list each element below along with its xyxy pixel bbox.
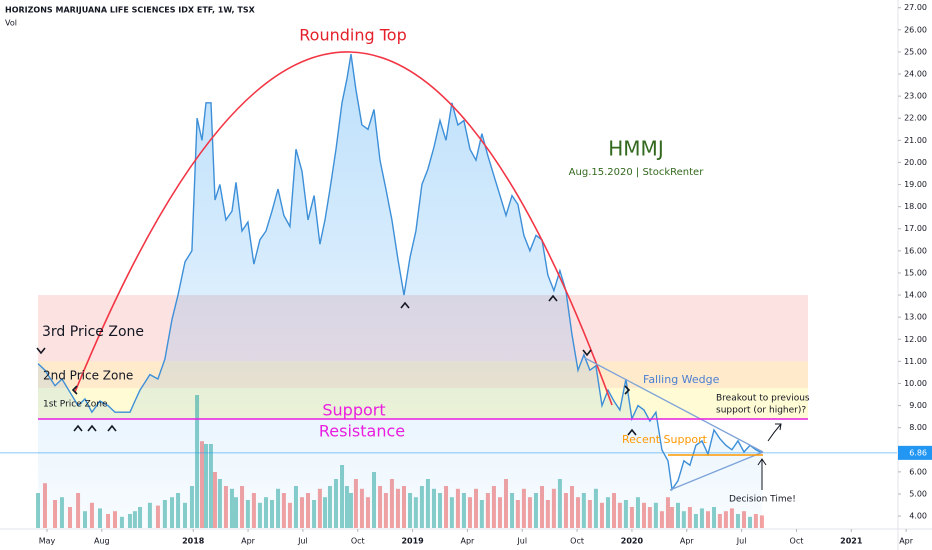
zone-label: 1st Price Zone	[43, 400, 108, 410]
x-tick-label: 2021	[840, 537, 863, 546]
y-tick-label: 8.00	[909, 423, 927, 432]
annotation: Rounding Top	[299, 26, 406, 45]
chevron	[87, 424, 97, 432]
drawings	[36, 51, 782, 491]
y-tick-label: 25.00	[904, 47, 927, 56]
wedge-lower	[669, 451, 764, 491]
annotation: Support	[322, 401, 385, 420]
x-tick-label: 2018	[182, 537, 205, 546]
x-tick-label: Apr	[680, 537, 695, 546]
y-tick-label: 15.00	[904, 268, 927, 277]
x-tick-label: 2020	[621, 537, 644, 546]
price-area	[38, 54, 762, 528]
annotation: Decision Time!	[729, 495, 796, 505]
x-tick-label: Oct	[351, 537, 365, 546]
breakout-arrow	[767, 423, 782, 442]
x-tick-label: May	[39, 537, 56, 546]
y-tick-label: 24.00	[904, 70, 927, 79]
y-tick-label: 11.00	[904, 357, 927, 366]
x-tick-label: Apr	[241, 537, 256, 546]
last-price-badge	[898, 445, 932, 460]
x-tick-label: Aug	[94, 537, 110, 546]
chevron	[624, 385, 631, 395]
zone-label: 3rd Price Zone	[42, 324, 144, 340]
y-tick-label: 20.00	[904, 158, 927, 167]
chevron	[71, 385, 78, 395]
x-tick-label: 2019	[401, 537, 424, 546]
y-tick-label: 14.00	[904, 291, 927, 300]
chevrons	[36, 294, 637, 436]
x-tick-label: Oct	[570, 537, 584, 546]
zone-label: 2nd Price Zone	[43, 369, 133, 383]
y-tick-label: 13.00	[904, 313, 927, 322]
annotation: Resistance	[319, 422, 405, 441]
x-tick-label: Apr	[899, 537, 914, 546]
chevron	[73, 424, 83, 432]
y-tick-label: 4.00	[909, 512, 927, 521]
volume-bar	[759, 515, 764, 528]
chevron	[582, 349, 592, 357]
price-pane	[0, 53, 897, 528]
x-tick-label: Jul	[297, 537, 308, 546]
y-tick-label: 9.00	[909, 401, 927, 410]
y-tick-label: 16.00	[904, 246, 927, 255]
y-tick-label: 19.00	[904, 180, 927, 189]
y-tick-label: 17.00	[904, 224, 927, 233]
y-tick-label: 21.00	[904, 136, 927, 145]
annotation: Aug.15.2020 | StockRenter	[569, 167, 705, 178]
x-tick-label: Jul	[736, 537, 747, 546]
y-tick-label: 22.00	[904, 114, 927, 123]
y-tick-label: 23.00	[904, 92, 927, 101]
y-tick-label: 5.00	[909, 489, 927, 498]
y-tick-label: 26.00	[904, 25, 927, 34]
chart-title: HORIZONS MARIJUANA LIFE SCIENCES IDX ETF…	[5, 6, 256, 15]
chevron	[107, 424, 117, 432]
chevron	[400, 301, 410, 309]
price-line	[37, 53, 763, 492]
annotation: support (or higher)?	[716, 406, 806, 416]
y-tick-label: 12.00	[904, 335, 927, 344]
annotation: Falling Wedge	[643, 373, 720, 386]
x-tick-label: Jul	[516, 537, 527, 546]
chevron	[627, 428, 637, 436]
volume-label: Vol	[5, 19, 17, 28]
wedge-upper	[584, 357, 764, 453]
y-tick-label: 10.00	[904, 379, 927, 388]
annotation: Breakout to previous	[716, 394, 810, 404]
y-tick-label: 18.00	[904, 202, 927, 211]
decision-arrow	[757, 458, 767, 490]
last-price-label: 6.86	[909, 448, 927, 457]
x-tick-label: Oct	[790, 537, 804, 546]
annotation: HMMJ	[608, 137, 663, 161]
chevron	[36, 347, 46, 355]
y-tick-label: 6.00	[909, 467, 927, 476]
y-tick-label: 27.00	[904, 3, 927, 12]
annotation: Recent Support	[622, 433, 708, 446]
x-tick-label: Apr	[460, 537, 475, 546]
chevron	[548, 294, 558, 302]
rounding-top-arc	[74, 51, 613, 406]
